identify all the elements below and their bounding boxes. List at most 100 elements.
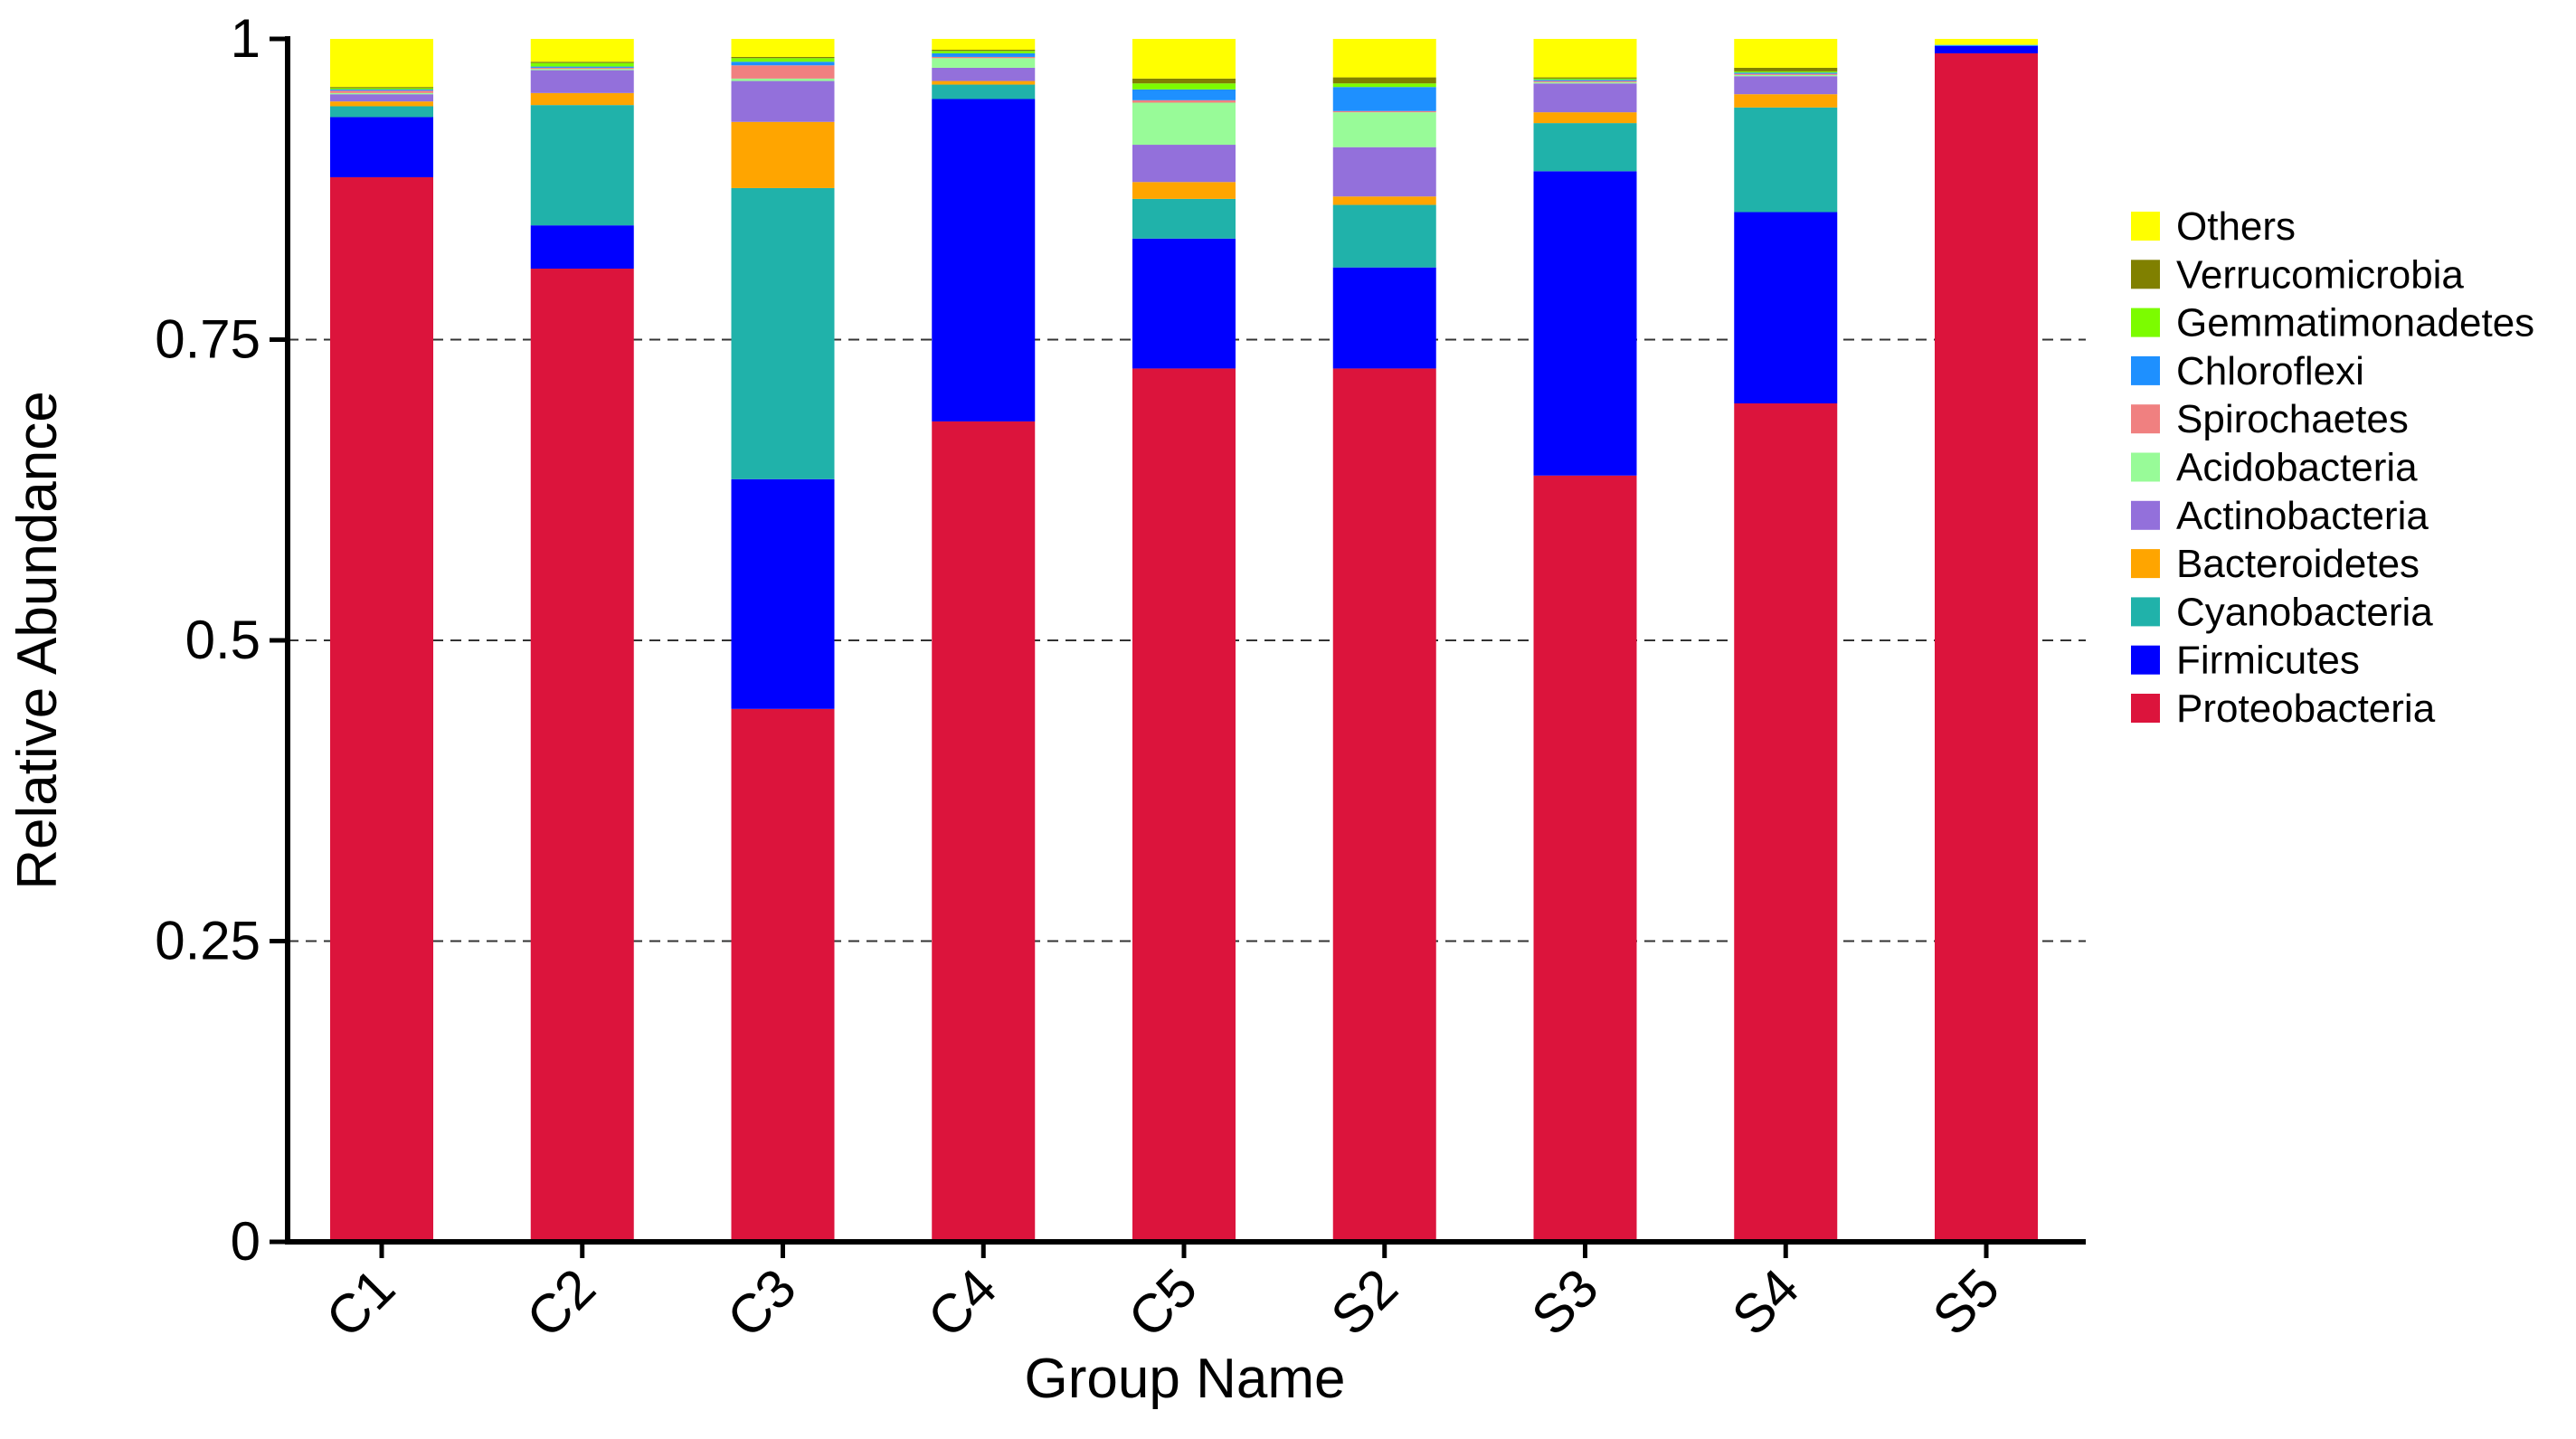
bar-segment-acidobacteria [932,58,1036,68]
bar-segment-cyanobacteria [530,105,634,226]
bar-segment-firmicutes [1132,238,1236,369]
bar-segment-others [530,39,634,62]
bar-stack-s2 [1332,39,1436,1242]
bar-segment-bacteroidetes [1132,182,1236,199]
legend-item-verrucomicrobia: Verrucomicrobia [2131,252,2464,297]
bar-segment-others [330,39,433,88]
bar-segment-bacteroidetes [1332,196,1436,205]
bar-segment-firmicutes [932,99,1036,421]
bar-segment-gemmatimonadetes [530,62,634,67]
bar-segment-bacteroidetes [1734,94,1838,108]
bar-segment-others [1935,39,2038,45]
bar-segment-actinobacteria [731,80,835,122]
bar-segment-others [1734,39,1838,68]
bar-segment-chloroflexi [1734,72,1838,74]
bar-segment-acidobacteria [1533,81,1637,84]
y-tick-label: 1 [231,8,260,69]
bar-segment-proteobacteria [1734,402,1838,1242]
legend-item-gemmatimonadetes: Gemmatimonadetes [2131,301,2534,346]
bar-segment-acidobacteria [1332,112,1436,147]
bar-segment-proteobacteria [1332,368,1436,1242]
bar-segment-actinobacteria [1332,147,1436,197]
bar-segment-actinobacteria [932,67,1036,81]
legend-swatch [2131,355,2160,385]
bar-segment-cyanobacteria [330,106,433,118]
legend-label: Chloroflexi [2176,349,2364,393]
bar-stack-s5 [1935,39,2038,1243]
bar-segment-bacteroidetes [932,80,1036,85]
x-tick-label: C4 [916,1257,1009,1349]
bar-segment-proteobacteria [1935,52,2038,1243]
y-axis-title: Relative Abundance [6,391,69,890]
y-ticks: 0 0.25 0.5 0.75 1 [155,8,288,1272]
legend-swatch [2131,500,2160,530]
legend-label: Actinobacteria [2176,494,2429,538]
bar-stack-c1 [330,39,433,1243]
bar-segment-bacteroidetes [530,92,634,106]
bar-segment-bacteroidetes [731,121,835,188]
bar-segment-cyanobacteria [932,84,1036,99]
bar-segment-acidobacteria [330,92,433,95]
legend-swatch [2131,404,2160,434]
x-tick-label: S4 [1720,1257,1810,1347]
bar-segment-firmicutes [1332,267,1436,369]
bar-segment-bacteroidetes [330,101,433,107]
y-tick-label: 0 [231,1211,260,1272]
legend-label: Acidobacteria [2176,446,2418,490]
bar-segment-others [1132,39,1236,79]
bar-segment-spirochaetes [330,90,433,93]
bar-segment-spirochaetes [1332,110,1436,113]
legend-item-cyanobacteria: Cyanobacteria [2131,590,2433,634]
y-tick-label: 0.75 [155,309,260,370]
bar-segment-actinobacteria [1734,76,1838,95]
bar-segment-gemmatimonadetes [932,51,1036,53]
x-tick-label: C2 [515,1257,607,1349]
bar-segment-proteobacteria [731,708,835,1242]
bar-segment-actinobacteria [530,70,634,93]
bar-segment-spirochaetes [731,65,835,79]
bar-segment-chloroflexi [1332,87,1436,111]
legend: OthersVerrucomicrobiaGemmatimonadetesChl… [2131,204,2534,731]
bar-segment-spirochaetes [1734,73,1838,75]
bar-stack-c3 [731,39,835,1242]
legend-item-proteobacteria: Proteobacteria [2131,686,2436,731]
bar-segment-gemmatimonadetes [330,88,433,90]
bar-segment-proteobacteria [1132,368,1236,1242]
x-axis-title: Group Name [1025,1348,1346,1410]
bar-segment-spirochaetes [932,56,1036,59]
legend-swatch [2131,260,2160,289]
bar-segment-spirochaetes [1533,80,1637,82]
y-tick-label: 0.5 [185,610,260,670]
bar-segment-cyanobacteria [1332,204,1436,268]
bar-segment-gemmatimonadetes [1332,83,1436,88]
bar-segment-firmicutes [1935,45,2038,53]
legend-swatch [2131,645,2160,675]
legend-swatch [2131,212,2160,241]
legend-item-bacteroidetes: Bacteroidetes [2131,542,2420,586]
bar-segment-gemmatimonadetes [1734,71,1838,73]
bar-segment-firmicutes [530,225,634,270]
bar-segment-verrucomicrobia [1533,77,1637,79]
legend-label: Proteobacteria [2176,686,2436,731]
legend-label: Firmicutes [2176,639,2360,683]
bar-segment-actinobacteria [1533,83,1637,113]
bar-segment-firmicutes [1533,171,1637,476]
bar-stack-c5 [1132,39,1236,1242]
bar-segment-spirochaetes [530,67,634,70]
bar-stack-s3 [1533,39,1637,1242]
bar-segment-cyanobacteria [1734,107,1838,213]
x-tick-label: S5 [1921,1257,2011,1347]
bar-segment-chloroflexi [731,62,835,66]
bar-segment-verrucomicrobia [932,49,1036,52]
x-tick-label: S2 [1320,1257,1409,1347]
bar-segment-others [1533,39,1637,78]
bar-segment-acidobacteria [1132,102,1236,146]
x-tick-label: S3 [1520,1257,1609,1347]
bar-segment-proteobacteria [1533,475,1637,1242]
bar-segment-gemmatimonadetes [1132,83,1236,90]
legend-label: Others [2176,204,2296,249]
bar-segment-others [932,39,1036,50]
bar-segment-acidobacteria [530,69,634,71]
legend-label: Spirochaetes [2176,397,2409,441]
